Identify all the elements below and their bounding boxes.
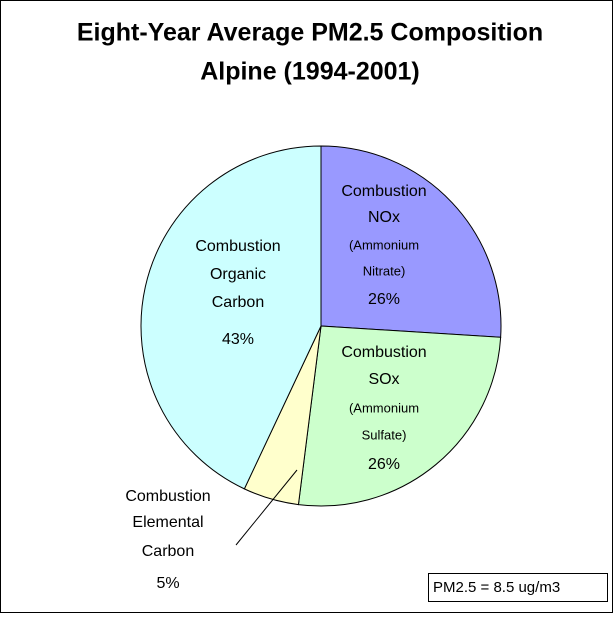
slice-label: Combustion <box>341 344 426 361</box>
slice-label: Nitrate) <box>363 263 406 278</box>
slice-label: Combustion <box>195 238 280 255</box>
slice-label: Combustion <box>341 183 426 200</box>
value-label: 5% <box>156 575 179 592</box>
slice-label: SOx <box>368 371 399 388</box>
pie-slice <box>297 325 502 507</box>
slice-label: Organic <box>210 266 266 283</box>
chart-title: Eight-Year Average PM2.5 Composition <box>77 19 543 47</box>
value-label: 26% <box>368 291 400 308</box>
slice-label: Sulfate) <box>362 427 407 442</box>
value-label: 26% <box>368 456 400 473</box>
slice-label: Combustion <box>125 488 210 505</box>
pie-slice <box>320 145 502 338</box>
slice-label: NOx <box>368 209 400 226</box>
chart-subtitle: Alpine (1994-2001) <box>200 58 420 86</box>
annotation-box <box>428 573 608 602</box>
slice-label: Elemental <box>132 514 203 531</box>
annotation: PM2.5 = 8.5 ug/m3 <box>433 579 560 596</box>
slice-label: (Ammonium <box>349 400 419 415</box>
slice-label: Carbon <box>142 543 194 560</box>
slice-label: Carbon <box>212 294 264 311</box>
leader-line <box>235 469 298 546</box>
slice-label: (Ammonium <box>349 237 419 252</box>
value-label: 43% <box>222 331 254 348</box>
pie-slice <box>140 145 322 490</box>
